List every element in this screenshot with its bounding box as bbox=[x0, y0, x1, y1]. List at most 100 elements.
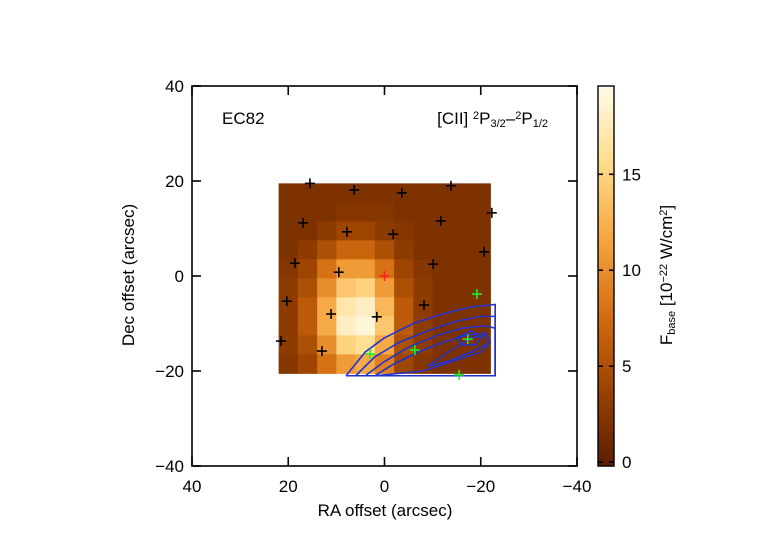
colorbar-step bbox=[598, 143, 614, 147]
colorbar-step bbox=[598, 272, 614, 277]
colorbar-step bbox=[598, 231, 614, 236]
colorbar-step bbox=[598, 352, 614, 356]
colorbar-step bbox=[598, 187, 614, 192]
image-pixel bbox=[374, 221, 395, 241]
colorbar-step bbox=[598, 108, 614, 112]
annotation-part: [CII] bbox=[437, 109, 473, 128]
colorbar-step bbox=[598, 320, 614, 325]
x-axis-label: RA offset (arcsec) bbox=[318, 501, 453, 520]
colorbar-step bbox=[598, 298, 614, 302]
colorbar-step bbox=[598, 95, 614, 100]
colorbar-step bbox=[598, 282, 614, 287]
colorbar-step bbox=[598, 412, 614, 416]
image-pixel bbox=[471, 183, 491, 203]
colorbar-step bbox=[598, 279, 614, 283]
position-marker bbox=[276, 336, 287, 347]
image-pixel bbox=[297, 316, 318, 336]
image-pixel bbox=[471, 221, 491, 241]
position-marker bbox=[316, 346, 327, 357]
colorbar-step bbox=[598, 105, 614, 109]
colorbar-step bbox=[598, 409, 614, 413]
colorbar-step bbox=[598, 396, 614, 401]
image-pixel bbox=[278, 316, 299, 336]
colorbar-step bbox=[598, 247, 614, 252]
colorbar-step bbox=[598, 244, 614, 249]
image-pixel bbox=[432, 202, 453, 222]
image-pixel bbox=[374, 316, 395, 336]
colorbar-step bbox=[598, 393, 614, 397]
colorbar-step bbox=[598, 421, 614, 426]
image-pixel bbox=[336, 183, 357, 203]
colorbar-step bbox=[598, 310, 614, 315]
colorbar-step bbox=[598, 162, 614, 166]
image-pixel bbox=[278, 354, 299, 374]
image-pixel bbox=[451, 278, 472, 298]
annotation-part: 1/2 bbox=[533, 118, 548, 130]
colorbar-tick-label: 15 bbox=[622, 165, 641, 184]
colorbar-step bbox=[598, 434, 614, 439]
image-pixel bbox=[432, 240, 453, 260]
image-pixel bbox=[394, 278, 414, 298]
colorbar-step bbox=[598, 285, 614, 290]
image-pixel bbox=[471, 202, 491, 222]
colorbar-step bbox=[598, 443, 614, 448]
annotation: EC82 bbox=[222, 109, 265, 128]
image-pixel bbox=[471, 354, 491, 374]
image-pixel bbox=[451, 259, 472, 279]
image-pixel bbox=[451, 221, 472, 241]
image-pixel bbox=[413, 278, 434, 298]
image-pixel bbox=[297, 221, 318, 241]
colorbar-step bbox=[598, 377, 614, 382]
image-pixel bbox=[374, 259, 395, 279]
position-marker bbox=[341, 226, 352, 237]
image-pixel bbox=[394, 240, 414, 260]
colorbar-step bbox=[598, 345, 614, 350]
colorbar-step bbox=[598, 260, 614, 264]
colorbar-step bbox=[598, 234, 614, 239]
colorbar-step bbox=[598, 295, 614, 299]
image-pixel bbox=[317, 259, 337, 279]
image-pixel bbox=[394, 316, 414, 336]
colorbar-step bbox=[598, 314, 614, 318]
colorbar-step bbox=[598, 424, 614, 429]
image-pixel bbox=[297, 259, 318, 279]
image-pixel bbox=[297, 297, 318, 317]
colorbar-frame bbox=[597, 85, 615, 467]
y-tick-label: 0 bbox=[175, 267, 184, 286]
colorbar-step bbox=[598, 415, 614, 420]
colorbar-step bbox=[598, 152, 614, 157]
contour bbox=[427, 334, 487, 368]
image-pixel bbox=[336, 354, 357, 374]
colorbar-step bbox=[598, 174, 614, 179]
position-marker bbox=[333, 267, 344, 278]
colorbar-step bbox=[598, 333, 614, 337]
colorbar-step bbox=[598, 276, 614, 280]
colorbar-step bbox=[598, 453, 614, 458]
image-pixel bbox=[471, 259, 491, 279]
colorbar-step bbox=[598, 450, 614, 454]
image-pixel bbox=[355, 221, 376, 241]
image-pixel bbox=[278, 240, 299, 260]
image-pixel bbox=[451, 297, 472, 317]
colorbar-step bbox=[598, 348, 614, 353]
y-tick-label: 20 bbox=[165, 172, 184, 191]
image-pixel bbox=[336, 240, 357, 260]
annotation-part: 2 bbox=[515, 110, 521, 122]
position-marker bbox=[445, 180, 456, 191]
colorbar-step bbox=[598, 431, 614, 435]
colorbar-step bbox=[598, 193, 614, 198]
colorbar-step bbox=[598, 447, 614, 451]
image-pixel bbox=[374, 240, 395, 260]
colorbar-step bbox=[598, 317, 614, 321]
colorbar-step bbox=[598, 459, 614, 464]
colorbar-step bbox=[598, 291, 614, 296]
image-pixel bbox=[451, 183, 472, 203]
colorbar-step bbox=[598, 149, 614, 154]
colorbar-step bbox=[598, 257, 614, 261]
position-marker bbox=[371, 311, 382, 322]
colorbar-step bbox=[598, 253, 614, 258]
contour bbox=[364, 325, 496, 377]
colorbar-step bbox=[598, 203, 614, 207]
colorbar-step bbox=[598, 101, 614, 106]
